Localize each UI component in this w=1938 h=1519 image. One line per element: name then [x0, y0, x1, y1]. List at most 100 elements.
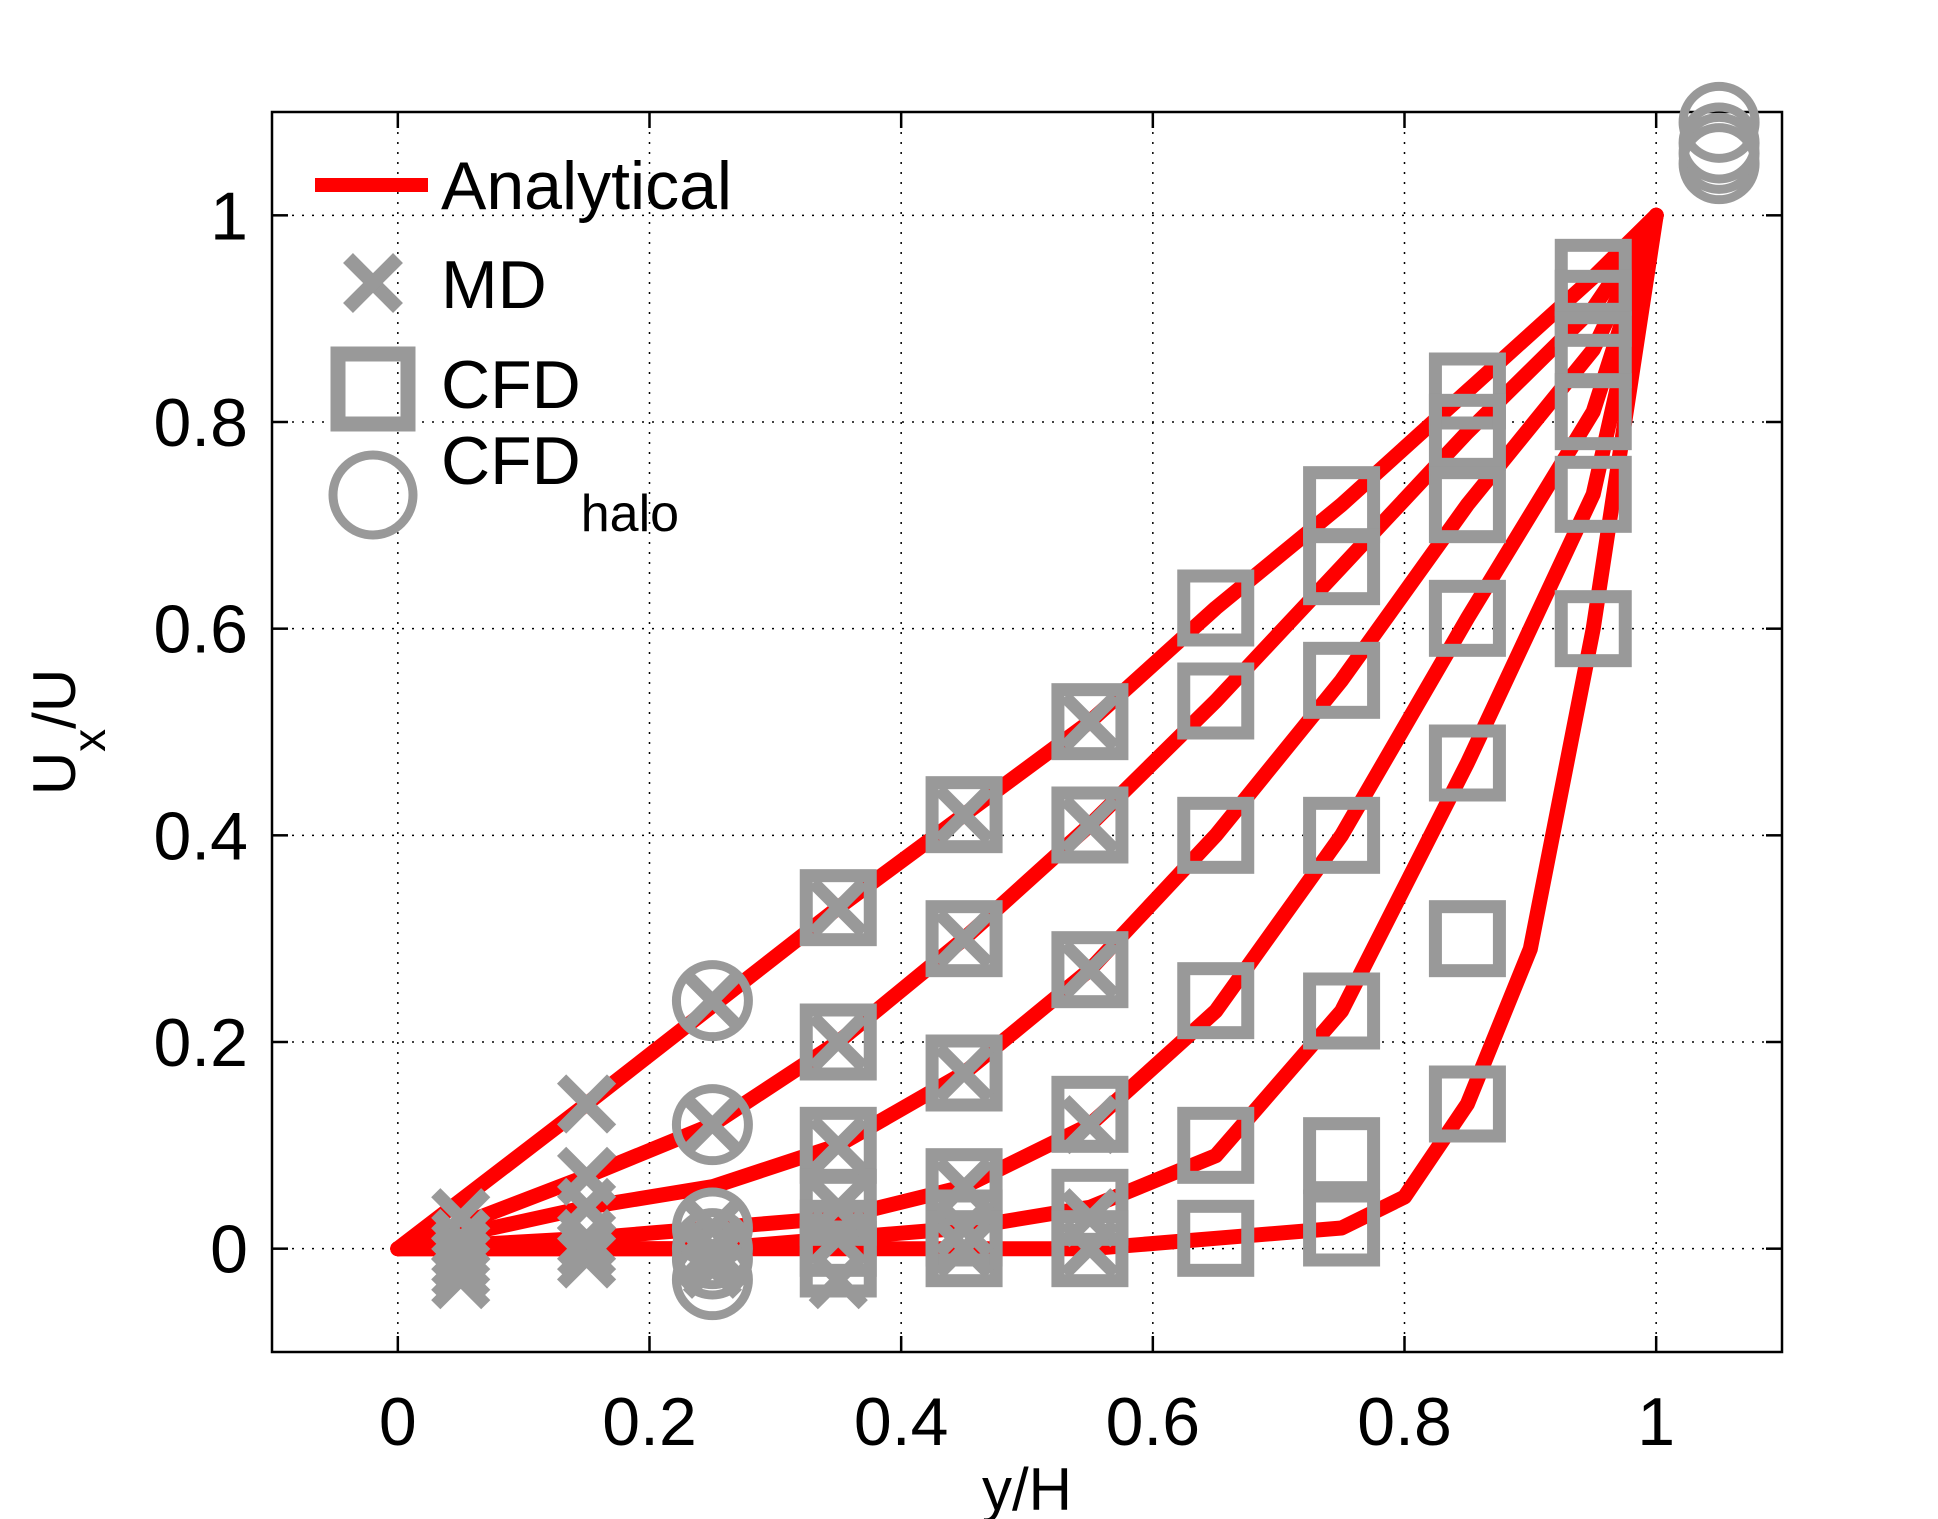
- y-tick-label: 0: [210, 1212, 248, 1288]
- md-x-marker: [556, 1219, 617, 1279]
- md-x-marker: [808, 1012, 868, 1072]
- x-tick-label: 0.6: [1106, 1384, 1201, 1460]
- cfd-halo-circle-marker: [671, 960, 753, 1042]
- md-x-marker: [556, 1074, 617, 1134]
- legend-entry-analytical: Analytical: [315, 148, 732, 224]
- cfd-square-marker: [1554, 590, 1632, 668]
- tick-labels: 0 0.2 0.4 0.6 0.8 1 0 0.2 0.4 0.6 0.8 1: [153, 178, 1675, 1460]
- cfd-square-marker: [1554, 373, 1632, 451]
- cfd-square-marker: [925, 776, 1003, 854]
- cfd-square-marker: [1428, 393, 1506, 471]
- cfd-square-marker: [1177, 1106, 1255, 1184]
- legend-entry-cfd-halo: CFDhalo: [328, 423, 679, 543]
- plot-area: [390, 81, 1760, 1321]
- cfd-square-marker: [1428, 900, 1506, 978]
- legend-label-cfd-halo-main: CFD: [441, 423, 581, 499]
- md-x-marker: [1060, 1219, 1120, 1279]
- cfd-square-marker: [1428, 1065, 1506, 1143]
- cfd-square-marker: [1051, 683, 1129, 761]
- cfd-square-marker: [1051, 931, 1129, 1009]
- cfd-square-marker: [925, 1210, 1003, 1288]
- md-x-marker: [556, 1208, 617, 1268]
- legend-label-cfd-halo-sub: halo: [581, 485, 679, 543]
- md-x-marker: [431, 1250, 491, 1310]
- legend-label-cfd: CFD: [441, 347, 581, 423]
- md-x-marker: [682, 1095, 743, 1155]
- x-tick-label: 0.8: [1357, 1384, 1452, 1460]
- x-tick-label: 0.4: [854, 1384, 949, 1460]
- data-markers: [431, 81, 1760, 1321]
- legend-square-marker: [330, 346, 416, 432]
- cfd-square-marker: [1051, 1168, 1129, 1246]
- y-axis-label-rest: /U: [21, 669, 88, 729]
- cfd-square-marker: [1177, 569, 1255, 647]
- cfd-square-marker: [1177, 1199, 1255, 1277]
- cfd-square-marker: [925, 900, 1003, 978]
- md-x-marker: [431, 1229, 491, 1289]
- legend-label-cfd-halo: CFDhalo: [441, 423, 679, 543]
- legend-circle-marker: [328, 450, 418, 540]
- legend-entry-md: MD: [343, 247, 547, 323]
- cfd-halo-circle-marker: [671, 1084, 753, 1166]
- cfd-square-marker: [1554, 455, 1632, 533]
- cfd-square-marker: [1428, 579, 1506, 657]
- y-tick-label: 1: [210, 178, 248, 254]
- md-x-marker: [808, 1250, 868, 1310]
- y-tick-label: 0.8: [153, 385, 248, 461]
- md-x-marker: [682, 1219, 743, 1279]
- md-x-marker: [682, 1229, 743, 1289]
- legend-label-analytical: Analytical: [441, 148, 732, 224]
- x-tick-label: 0.2: [602, 1384, 697, 1460]
- md-x-marker: [682, 1239, 743, 1299]
- md-x-marker: [1060, 1095, 1120, 1155]
- md-x-marker: [556, 1229, 617, 1289]
- x-axis-label: y/H: [982, 1456, 1072, 1519]
- cfd-square-marker: [1051, 1075, 1129, 1153]
- y-tick-label: 0.4: [153, 798, 248, 874]
- cfd-square-marker: [1051, 786, 1129, 864]
- y-axis-label: Ux/U: [21, 669, 115, 795]
- cfd-square-marker: [1428, 352, 1506, 430]
- cfd-square-marker: [1554, 269, 1632, 347]
- legend-x-marker: [343, 253, 403, 313]
- cfd-square-marker: [1303, 1189, 1381, 1267]
- cfd-square-marker: [1428, 724, 1506, 802]
- y-axis-label-sub: x: [63, 729, 115, 752]
- cfd-halo-circle-marker: [1678, 81, 1760, 163]
- md-x-marker: [682, 971, 743, 1031]
- y-tick-label: 0.2: [153, 1005, 248, 1081]
- cfd-square-marker: [1428, 466, 1506, 544]
- x-tick-label: 1: [1637, 1384, 1675, 1460]
- cfd-square-marker: [1303, 796, 1381, 874]
- cfd-square-marker: [1303, 528, 1381, 606]
- md-x-marker: [934, 1219, 994, 1279]
- md-x-marker: [808, 1115, 868, 1175]
- legend-label-md: MD: [441, 247, 547, 323]
- legend-entry-cfd: CFD: [330, 346, 581, 432]
- cfd-square-marker: [1303, 1117, 1381, 1195]
- y-tick-label: 0.6: [153, 592, 248, 668]
- md-x-marker: [1060, 940, 1120, 1000]
- cfd-square-marker: [1303, 641, 1381, 719]
- y-axis-label-main: U: [21, 752, 88, 795]
- x-tick-label: 0: [379, 1384, 417, 1460]
- cfd-square-marker: [799, 1220, 877, 1298]
- md-x-marker: [934, 909, 994, 969]
- md-x-marker: [934, 1043, 994, 1103]
- cfd-square-marker: [1303, 972, 1381, 1050]
- cfd-square-marker: [1177, 662, 1255, 740]
- cfd-square-marker: [1177, 796, 1255, 874]
- cfd-halo-circle-marker: [1678, 123, 1760, 205]
- cfd-square-marker: [1177, 962, 1255, 1040]
- cfd-square-marker: [925, 1034, 1003, 1112]
- cfd-square-marker: [799, 1003, 877, 1081]
- md-x-marker: [934, 1198, 994, 1258]
- cfd-square-marker: [799, 869, 877, 947]
- md-x-marker: [808, 878, 868, 938]
- md-x-marker: [934, 785, 994, 845]
- md-x-marker: [1060, 692, 1120, 752]
- legend: Analytical MD CFD CFDhalo: [315, 148, 732, 543]
- md-x-marker: [1060, 795, 1120, 855]
- md-x-marker: [431, 1239, 491, 1299]
